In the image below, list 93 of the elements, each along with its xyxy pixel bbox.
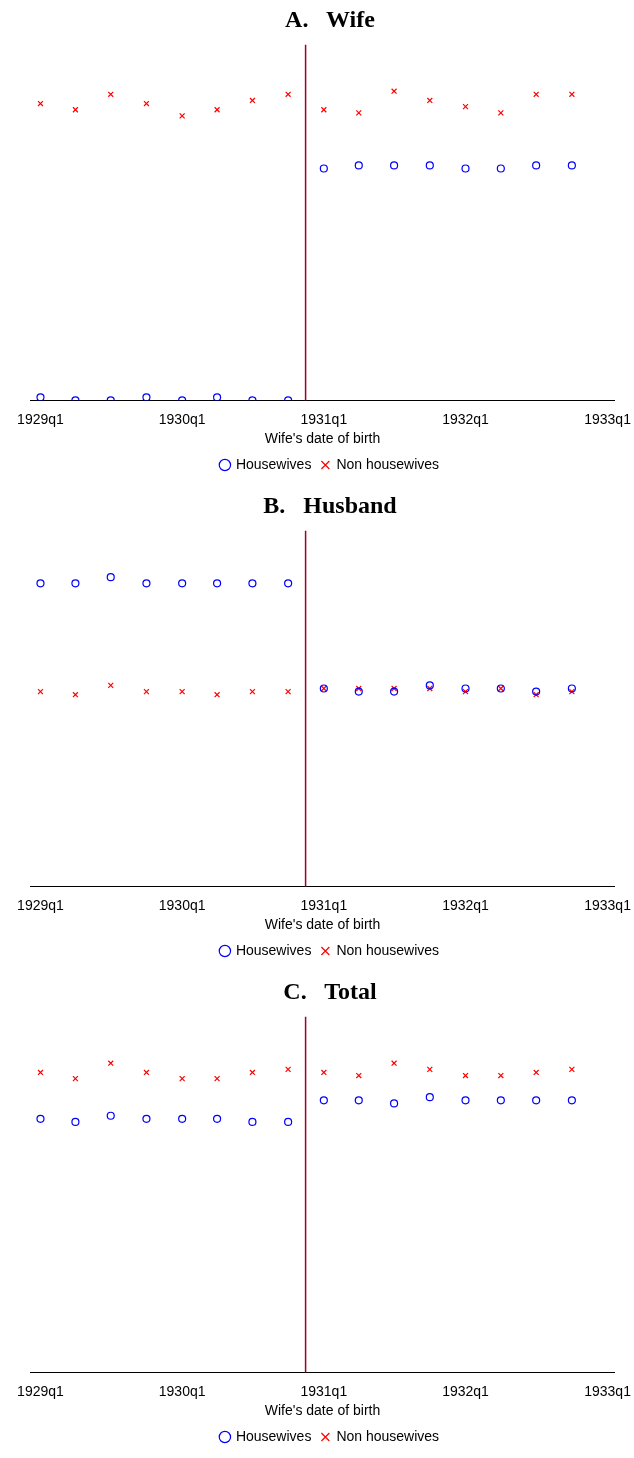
point xyxy=(72,106,79,113)
point xyxy=(319,164,328,173)
point xyxy=(497,1072,504,1079)
x-axis-title: Wife's date of birth xyxy=(264,1402,381,1419)
x-tick-label: 1930q1 xyxy=(158,896,206,913)
point xyxy=(426,97,433,104)
point xyxy=(461,164,470,173)
x-tick-label: 1930q1 xyxy=(158,410,206,427)
x-tick-label: 1929q1 xyxy=(17,896,65,913)
point xyxy=(284,1117,293,1127)
point xyxy=(568,1066,575,1073)
point xyxy=(107,1060,114,1067)
point xyxy=(214,1075,221,1082)
chart-title: B. Husband xyxy=(263,491,398,518)
x-tick-label: 1931q1 xyxy=(300,896,348,913)
point xyxy=(496,164,505,173)
point xyxy=(248,1117,257,1127)
x-tick-label: 1933q1 xyxy=(584,896,632,913)
point xyxy=(567,1096,576,1105)
x-tick-label: 1929q1 xyxy=(17,410,65,427)
point xyxy=(461,684,470,693)
point xyxy=(36,579,45,588)
point xyxy=(142,393,151,401)
x-tick-label: 1932q1 xyxy=(442,410,490,427)
chart-title: A. Wife xyxy=(285,5,376,32)
point xyxy=(71,579,80,588)
x-tick-label: 1931q1 xyxy=(300,410,348,427)
point xyxy=(533,91,540,98)
point xyxy=(425,681,434,690)
point xyxy=(567,161,576,170)
point xyxy=(285,91,292,98)
x-tick-label: 1932q1 xyxy=(442,1382,490,1399)
point xyxy=(425,1093,434,1102)
point xyxy=(179,688,186,695)
point xyxy=(391,685,398,692)
point xyxy=(532,687,541,696)
point xyxy=(355,1072,362,1079)
point xyxy=(567,684,576,693)
point xyxy=(178,1114,187,1123)
point xyxy=(389,1099,399,1108)
point xyxy=(391,88,398,95)
legend-label: Housewives xyxy=(235,455,312,472)
point xyxy=(354,1096,363,1105)
x-axis-title: Wife's date of birth xyxy=(264,916,381,933)
point xyxy=(285,688,292,695)
point xyxy=(568,91,575,98)
point xyxy=(496,1096,505,1105)
legend-label: Housewives xyxy=(235,941,312,958)
x-tick-label: 1932q1 xyxy=(442,896,490,913)
point xyxy=(319,1096,328,1105)
point xyxy=(106,573,115,582)
legend-label: Non housewives xyxy=(336,941,440,958)
x-tick-label: 1931q1 xyxy=(300,1382,348,1399)
x-tick-label: 1933q1 xyxy=(584,410,632,427)
point xyxy=(389,161,399,170)
point xyxy=(354,687,363,696)
point xyxy=(426,1066,433,1073)
legend-label: Non housewives xyxy=(336,455,440,472)
point xyxy=(425,161,434,170)
chart-title: C. Total xyxy=(283,977,378,1004)
point xyxy=(72,691,79,698)
legend-label: Housewives xyxy=(235,1427,312,1444)
point xyxy=(107,682,114,689)
point xyxy=(533,1069,540,1076)
point xyxy=(212,393,222,401)
point xyxy=(354,161,363,170)
point xyxy=(285,1066,292,1073)
point xyxy=(36,1114,45,1123)
point xyxy=(142,1114,151,1123)
point xyxy=(462,103,469,110)
x-tick-label: 1929q1 xyxy=(17,1382,65,1399)
point xyxy=(142,579,151,588)
point xyxy=(212,1114,222,1123)
point xyxy=(532,161,541,170)
point xyxy=(71,1117,80,1127)
point xyxy=(106,1111,115,1120)
point xyxy=(532,1096,541,1105)
point xyxy=(461,1096,470,1105)
x-tick-label: 1930q1 xyxy=(158,1382,206,1399)
point xyxy=(214,691,221,698)
x-axis-title: Wife's date of birth xyxy=(264,430,381,447)
legend-label: Non housewives xyxy=(336,1427,440,1444)
point xyxy=(391,1060,398,1067)
point xyxy=(248,579,257,588)
point xyxy=(178,579,187,588)
x-tick-label: 1933q1 xyxy=(584,1382,632,1399)
point xyxy=(284,579,293,588)
point xyxy=(389,687,399,696)
point xyxy=(320,106,327,113)
point xyxy=(214,106,221,113)
point xyxy=(320,1069,327,1076)
point xyxy=(212,579,222,588)
point xyxy=(179,1075,186,1082)
